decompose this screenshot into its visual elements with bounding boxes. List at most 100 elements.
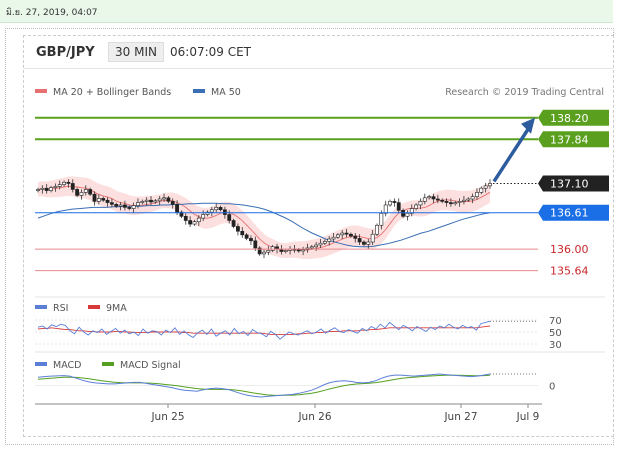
candle-body (123, 204, 127, 208)
candle-body (422, 197, 427, 202)
candle-body (205, 211, 210, 215)
rsi-tick-70: 70 (549, 316, 562, 327)
candle-body (388, 201, 392, 206)
candle-body (475, 192, 479, 197)
level-tag-137.84 (538, 131, 609, 148)
candle-body (162, 197, 166, 200)
candle-body (175, 204, 179, 213)
candle-body (105, 199, 110, 203)
level-label-137.10: 137.10 (550, 177, 589, 190)
candle-body (109, 202, 114, 205)
macd-signal-line (37, 374, 491, 396)
candle-body (357, 238, 362, 243)
candle-body (92, 193, 97, 202)
legend-macd-swatch (35, 362, 47, 366)
candle-body (188, 220, 193, 225)
credit-text: Research © 2019 Trading Central (445, 87, 604, 98)
candle-body (375, 224, 379, 235)
candle-body (236, 226, 240, 232)
candle-body (79, 192, 84, 196)
candle-body (40, 187, 45, 190)
level-label-138.20: 138.20 (550, 112, 589, 125)
bollinger-band (38, 176, 490, 260)
candle-body (157, 198, 162, 202)
candle-body (296, 249, 301, 252)
level-tag-136.61 (538, 204, 609, 221)
candle-body (331, 236, 336, 240)
legend-macd-signal-label: MACD Signal (120, 360, 181, 371)
candle-body (431, 196, 436, 200)
candle-body (88, 189, 93, 195)
candle-body (101, 198, 106, 201)
candle-body (270, 246, 275, 251)
rsi-tick-30: 30 (549, 340, 562, 351)
candle-body (231, 220, 236, 227)
candle-body (53, 186, 58, 188)
candle-body (322, 241, 327, 244)
macd-tick-0: 0 (549, 382, 555, 393)
x-tick-label: Jun 26 (297, 411, 331, 423)
candle-body (462, 199, 466, 202)
candle-body (62, 181, 66, 185)
candle-body (362, 241, 366, 245)
candle-body (240, 230, 245, 236)
candle-body (466, 198, 471, 201)
candle-body (340, 232, 345, 236)
candle-body (192, 221, 197, 225)
candle-body (249, 238, 253, 242)
candle-body (453, 202, 458, 205)
candle-body (266, 250, 271, 253)
candle-body (370, 233, 375, 243)
candle-body (440, 199, 445, 202)
date-bar: มิ.ย. 27, 2019, 04:07 (0, 0, 613, 23)
candle-body (140, 201, 145, 203)
candle-body (49, 187, 53, 191)
legend-rsi-label: RSI (53, 303, 68, 314)
candle-body (118, 204, 123, 207)
legend-ma50-label: MA 50 (211, 87, 241, 98)
level-tag-137.10 (538, 175, 609, 192)
candle-body (201, 214, 206, 219)
level-label-137.84: 137.84 (550, 133, 589, 146)
price-pane: 138.20 137.84 137.10 136.61 136.00 135.64 (35, 109, 609, 353)
candle-body (196, 217, 201, 222)
candle-body (470, 196, 475, 200)
candle-body (153, 200, 158, 203)
candle-body (136, 202, 140, 206)
candle-body (366, 241, 371, 245)
candle-body (70, 183, 75, 190)
candle-body (427, 196, 432, 199)
legend-rsi-swatch (35, 305, 47, 309)
timeframe-button[interactable]: 30 MIN (108, 42, 164, 62)
level-tag-138.20 (538, 109, 609, 126)
rsi-tick-50: 50 (549, 328, 562, 339)
chart-header: GBP/JPY 30 MIN 06:07:09 CET (24, 36, 613, 69)
candle-body (344, 232, 349, 235)
candle-body (435, 198, 440, 201)
candle-body (414, 204, 419, 209)
candle-body (66, 181, 71, 184)
candle-body (457, 201, 462, 203)
candle-body (283, 250, 288, 252)
candle-body (218, 207, 223, 211)
candle-body (262, 251, 266, 255)
candle-body (379, 213, 384, 226)
candle-body (418, 201, 423, 206)
candle-body (170, 201, 175, 205)
symbol-label: GBP/JPY (36, 45, 95, 60)
candle-body (44, 187, 49, 191)
x-axis: Jun 25 Jun 26 Jun 27 Jul 9 (35, 403, 542, 423)
legend-9ma-swatch (88, 305, 100, 309)
candle-body (409, 208, 414, 214)
candle-body (401, 210, 405, 217)
candle-body (405, 213, 410, 217)
candle-body (483, 185, 488, 189)
candle-body (75, 189, 80, 196)
legend-macd-label: MACD (53, 360, 81, 371)
candle-body (96, 198, 101, 202)
candle-body (222, 209, 227, 215)
candle-body (166, 197, 171, 202)
candle-body (392, 201, 397, 203)
candle-body (131, 205, 136, 209)
